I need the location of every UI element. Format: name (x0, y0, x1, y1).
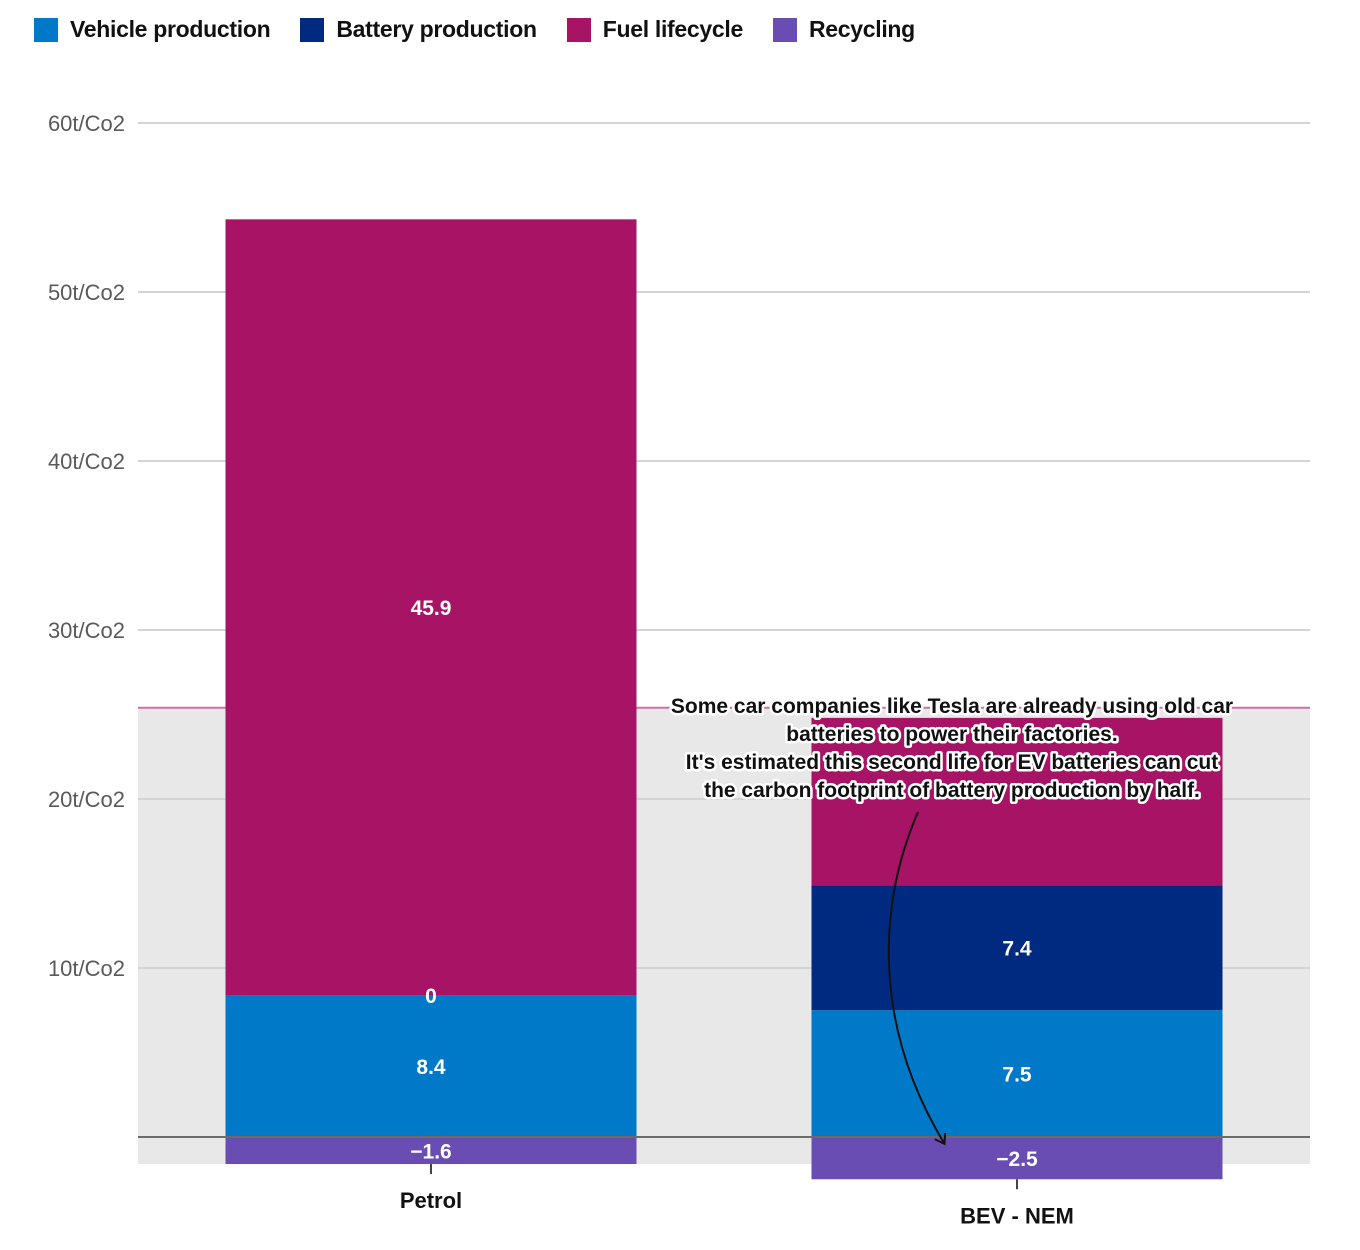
bar-segment-fuel-lifecycle (811, 717, 1223, 886)
annotation-text-line: Some car companies like Tesla are alread… (671, 695, 1233, 718)
annotation-text-line: batteries to power their factories. (786, 723, 1117, 746)
legend-label: Battery production (336, 16, 537, 42)
x-category-label: Petrol (400, 1188, 462, 1213)
y-tick-label: 10t/Co2 (48, 956, 125, 981)
y-tick-label: 40t/Co2 (48, 449, 125, 474)
bar-segment-fuel-lifecycle (225, 219, 637, 996)
annotation-arrow (887, 811, 947, 1146)
legend-label: Vehicle production (70, 16, 271, 42)
legend-item-fuel-lifecycle: Fuel lifecycle (566, 16, 744, 43)
data-label-recycling: −2.5 (996, 1148, 1038, 1171)
legend-swatch (300, 17, 325, 42)
y-tick-label: 50t/Co2 (48, 280, 125, 305)
legend-item-battery-production: Battery production (300, 16, 537, 43)
annotation-text-line: It's estimated this second life for EV b… (686, 751, 1218, 774)
y-tick-label: 30t/Co2 (48, 618, 125, 643)
y-tick-label: 20t/Co2 (48, 787, 125, 812)
annotation-text-line: the carbon footprint of battery producti… (704, 779, 1200, 802)
legend-label: Fuel lifecycle (602, 16, 744, 42)
legend-label: Recycling (808, 16, 915, 42)
bar-segment-recycling (811, 1137, 1223, 1180)
y-tick-label: 60t/Co2 (48, 111, 125, 136)
data-label-vehicle-production: 7.5 (1002, 1064, 1032, 1087)
legend-swatch (34, 17, 58, 42)
bar-segment-recycling (225, 1137, 637, 1165)
x-category-label: BEV - NEM (960, 1203, 1074, 1228)
bar-segment-vehicle-production (811, 1010, 1223, 1137)
data-label-battery-production: 7.4 (1002, 938, 1032, 961)
legend-swatch (772, 17, 797, 42)
chart-legend: Vehicle production Battery production Fu… (34, 16, 945, 43)
data-label-fuel-lifecycle: 45.9 (411, 597, 452, 620)
bar-segment-vehicle-production (225, 995, 637, 1137)
legend-item-vehicle-production: Vehicle production (34, 16, 271, 43)
data-label-battery-production: 0 (425, 985, 437, 1008)
bar-segment-battery-production (811, 885, 1223, 1011)
data-label-vehicle-production: 8.4 (416, 1056, 446, 1079)
legend-item-recycling: Recycling (772, 16, 915, 43)
data-label-recycling: −1.6 (410, 1141, 451, 1164)
legend-swatch (566, 17, 591, 42)
